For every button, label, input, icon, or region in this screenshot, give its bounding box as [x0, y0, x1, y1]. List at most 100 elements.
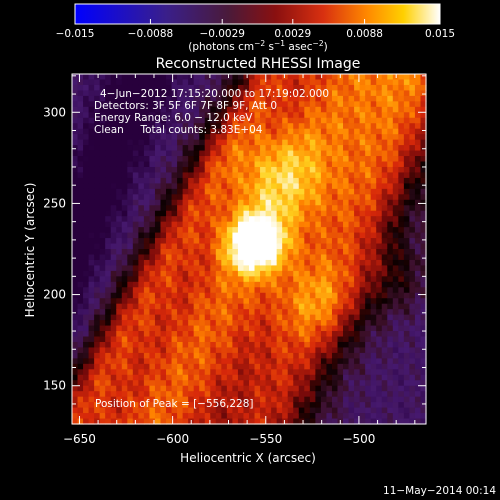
heatmap-cell	[215, 309, 222, 316]
heatmap-cell	[271, 396, 278, 403]
heatmap-cell	[77, 112, 84, 119]
heatmap-cell	[199, 336, 206, 343]
heatmap-cell	[398, 205, 405, 212]
heatmap-cell	[265, 205, 272, 212]
heatmap-cell	[160, 227, 167, 234]
heatmap-cell	[193, 79, 200, 86]
heatmap-cell	[143, 396, 151, 403]
heatmap-cell	[370, 150, 377, 157]
heatmap-cell	[376, 161, 383, 168]
heatmap-cell	[237, 216, 245, 223]
heatmap-cell	[243, 74, 250, 81]
heatmap-cell	[315, 413, 322, 420]
heatmap-cell	[154, 385, 162, 392]
heatmap-cell	[359, 287, 366, 294]
heatmap-cell	[171, 363, 178, 370]
heatmap-cell	[182, 287, 189, 294]
heatmap-cell	[359, 309, 366, 316]
heatmap-cell	[260, 145, 267, 152]
heatmap-cell	[154, 243, 162, 250]
heatmap-cell	[409, 287, 416, 294]
heatmap-cell	[243, 232, 250, 239]
heatmap-cell	[403, 298, 411, 305]
heatmap-cell	[94, 243, 101, 250]
heatmap-cell	[370, 238, 377, 245]
heatmap-cell	[326, 161, 333, 168]
heatmap-cell	[193, 221, 200, 228]
heatmap-cell	[359, 156, 366, 163]
heatmap-cell	[226, 320, 234, 327]
heatmap-cell	[215, 298, 222, 305]
heatmap-cell	[166, 128, 173, 135]
heatmap-cell	[199, 407, 206, 414]
heatmap-cell	[127, 325, 134, 332]
heatmap-cell	[337, 194, 344, 201]
heatmap-cell	[348, 74, 355, 81]
y-tick-label: 300	[43, 105, 66, 119]
heatmap-cell	[232, 407, 239, 414]
heatmap-cell	[326, 331, 333, 338]
heatmap-cell	[337, 352, 344, 359]
heatmap-cell	[160, 249, 167, 256]
heatmap-cell	[154, 95, 162, 102]
heatmap-cell	[215, 418, 222, 425]
heatmap-cell	[182, 95, 189, 102]
heatmap-cell	[138, 418, 145, 425]
heatmap-cell	[260, 106, 267, 113]
heatmap-cell	[204, 199, 211, 206]
heatmap-cell	[237, 391, 245, 398]
heatmap-cell	[160, 309, 167, 316]
heatmap-cell	[287, 117, 294, 124]
heatmap-cell	[249, 270, 256, 277]
heatmap-cell	[193, 320, 200, 327]
heatmap-cell	[177, 391, 184, 398]
heatmap-cell	[99, 79, 106, 86]
heatmap-cell	[210, 314, 217, 321]
heatmap-cell	[304, 243, 311, 250]
heatmap-cell	[326, 139, 333, 146]
heatmap-cell	[398, 128, 405, 135]
heatmap-cell	[193, 281, 200, 288]
heatmap-cell	[105, 320, 112, 327]
heatmap-cell	[249, 320, 256, 327]
heatmap-cell	[94, 407, 101, 414]
heatmap-cell	[88, 369, 95, 376]
heatmap-cell	[210, 276, 217, 283]
heatmap-cell	[83, 418, 90, 425]
heatmap-cell	[387, 101, 394, 108]
heatmap-cell	[260, 341, 267, 349]
heatmap-cell	[132, 380, 139, 387]
heatmap-cell	[232, 363, 239, 370]
heatmap-cell	[414, 172, 422, 179]
heatmap-cell	[77, 101, 84, 108]
heatmap-cell	[121, 347, 128, 354]
heatmap-cell	[83, 156, 90, 163]
heatmap-cell	[403, 79, 411, 86]
heatmap-cell	[199, 134, 206, 141]
heatmap-cell	[249, 183, 256, 190]
heatmap-cell	[132, 150, 139, 157]
heatmap-cell	[127, 347, 134, 354]
heatmap-cell	[392, 210, 399, 217]
heatmap-cell	[420, 391, 427, 398]
heatmap-cell	[414, 347, 422, 354]
heatmap-cell	[293, 221, 300, 228]
heatmap-cell	[376, 331, 383, 338]
heatmap-cell	[403, 194, 411, 201]
heatmap-cell	[77, 259, 84, 267]
heatmap-cell	[105, 172, 112, 179]
heatmap-cell	[204, 276, 211, 283]
heatmap-cell	[387, 117, 394, 124]
heatmap-cell	[154, 281, 162, 288]
heatmap-cell	[127, 177, 134, 184]
heatmap-cell	[94, 281, 101, 288]
heatmap-cell	[226, 161, 234, 168]
heatmap-cell	[315, 161, 322, 168]
heatmap-cell	[199, 396, 206, 403]
heatmap-cell	[105, 265, 112, 272]
heatmap-cell	[265, 402, 272, 409]
heatmap-cell	[121, 341, 128, 349]
heatmap-cell	[381, 145, 388, 152]
heatmap-cell	[182, 380, 189, 387]
heatmap-cell	[138, 249, 145, 256]
